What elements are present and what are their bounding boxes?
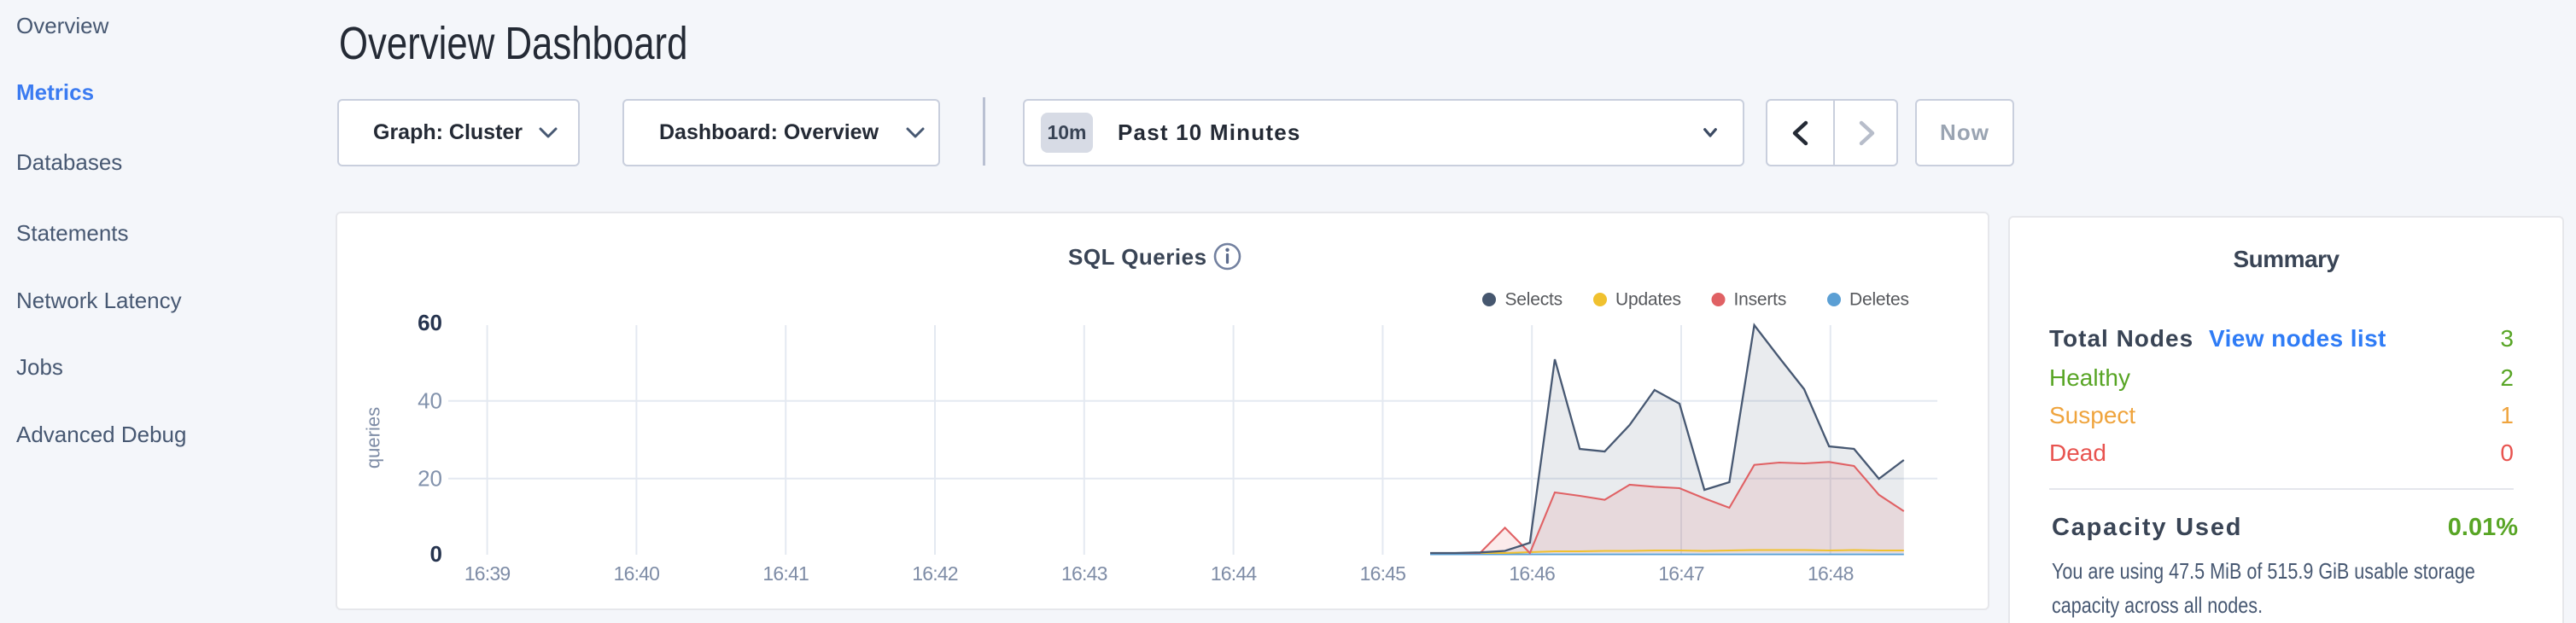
svg-text:16:46: 16:46 bbox=[1509, 562, 1555, 585]
svg-text:16:39: 16:39 bbox=[464, 562, 511, 585]
svg-text:16:43: 16:43 bbox=[1061, 562, 1107, 585]
svg-text:40: 40 bbox=[418, 388, 442, 414]
svg-text:Updates: Updates bbox=[1615, 290, 1681, 310]
svg-text:16:40: 16:40 bbox=[614, 562, 660, 585]
svg-text:16:47: 16:47 bbox=[1658, 562, 1704, 585]
svg-text:Inserts: Inserts bbox=[1734, 290, 1787, 310]
svg-text:queries: queries bbox=[363, 407, 384, 469]
svg-text:0: 0 bbox=[430, 541, 442, 567]
svg-text:16:45: 16:45 bbox=[1360, 562, 1406, 585]
svg-text:16:42: 16:42 bbox=[912, 562, 958, 585]
svg-text:16:44: 16:44 bbox=[1211, 562, 1258, 585]
svg-text:16:48: 16:48 bbox=[1808, 562, 1854, 585]
svg-text:Selects: Selects bbox=[1505, 290, 1563, 310]
svg-text:20: 20 bbox=[418, 466, 442, 492]
svg-text:16:41: 16:41 bbox=[762, 562, 809, 585]
svg-text:60: 60 bbox=[418, 310, 442, 335]
svg-text:Deletes: Deletes bbox=[1849, 290, 1909, 310]
